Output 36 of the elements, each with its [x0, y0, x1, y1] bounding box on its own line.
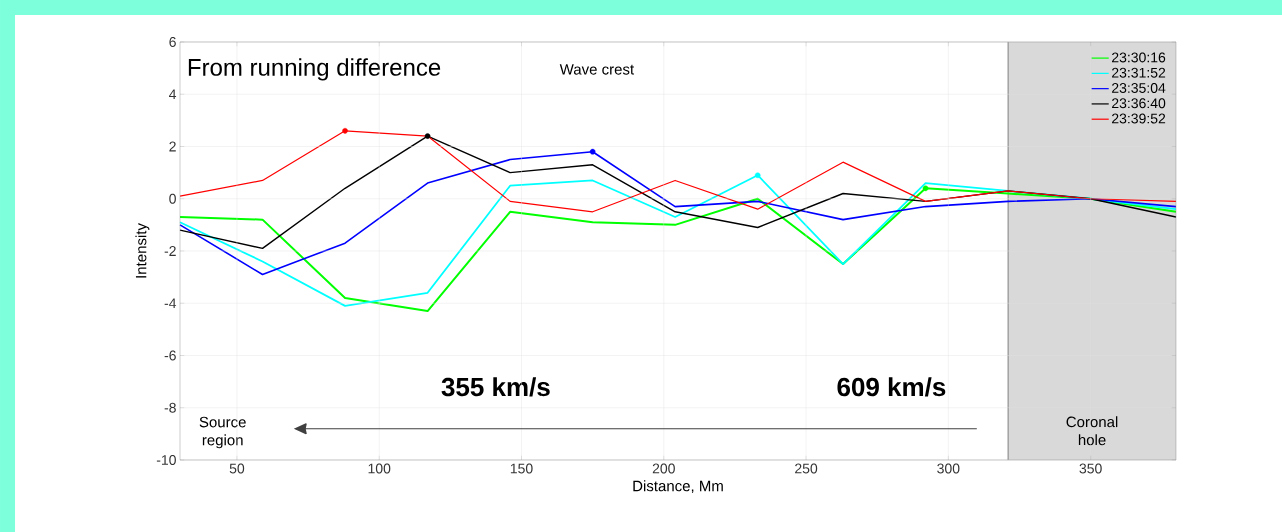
- x-axis-title: Distance, Mm: [633, 480, 723, 494]
- point: [754, 172, 761, 179]
- annotation: Wave crest: [559, 64, 635, 75]
- y-tick-label: -8: [164, 402, 176, 413]
- legend-label: 23:30:16: [1112, 52, 1166, 63]
- legend-label: 23:35:04: [1112, 83, 1166, 93]
- x-tick-label: 350: [1079, 463, 1102, 474]
- y-tick-label: 2: [169, 141, 176, 152]
- y-tick-label: -4: [164, 298, 177, 309]
- band-label: Coronal hole: [1066, 416, 1118, 446]
- line-series: [179, 135, 1177, 250]
- x-tick-label: 50: [229, 463, 245, 474]
- annotation: 355 km/s: [441, 377, 550, 397]
- x-tick-label: 250: [795, 463, 818, 474]
- y-tick-label: -6: [164, 350, 176, 361]
- legend-label: 23:39:52: [1112, 113, 1166, 124]
- x-tick-label: 100: [368, 463, 391, 474]
- y-tick-label: 4: [169, 89, 177, 100]
- legend-label: 23:36:40: [1112, 98, 1166, 109]
- legend-label: 23:31:52: [1112, 67, 1166, 78]
- annotation: 609 km/s: [837, 377, 946, 397]
- annotation: Source region: [199, 416, 246, 449]
- point: [922, 185, 929, 192]
- annotation: From running difference: [188, 58, 441, 81]
- point: [424, 133, 431, 139]
- y-tick-label: -10: [156, 455, 176, 465]
- x-tick-label: 200: [652, 463, 675, 474]
- y-tick-label: -2: [164, 246, 176, 256]
- y-tick-label: 0: [169, 193, 176, 204]
- point: [589, 148, 596, 155]
- x-tick-label: 150: [510, 463, 533, 474]
- x-tick-label: 300: [937, 463, 960, 474]
- y-tick-label: 6: [169, 37, 176, 47]
- point: [342, 128, 348, 134]
- line-series: [179, 150, 1177, 276]
- y-axis-title: Intensity: [135, 223, 150, 278]
